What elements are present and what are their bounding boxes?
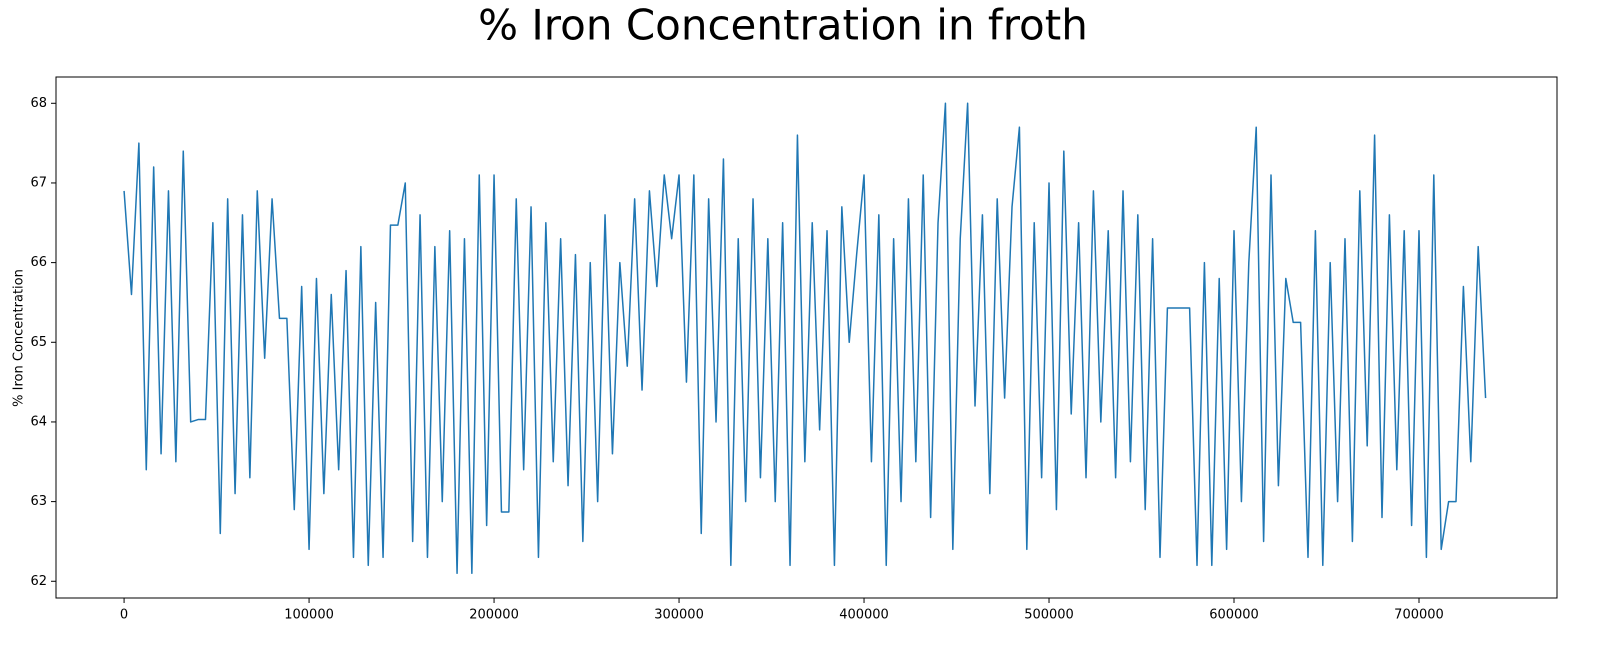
x-tick-label: 200000 [469, 608, 519, 623]
y-tick-label: 64 [30, 414, 47, 429]
y-tick-label: 66 [30, 255, 47, 270]
y-tick-label: 67 [30, 175, 47, 190]
y-tick-label: 63 [30, 494, 47, 509]
y-axis-label: % Iron Concentration [12, 269, 27, 407]
plot-frame [55, 76, 1558, 599]
x-tick-label: 100000 [284, 608, 334, 623]
x-tick-label: 700000 [1394, 608, 1444, 623]
x-tick-label: 400000 [839, 608, 889, 623]
chart-title: % Iron Concentration in froth [478, 1, 1088, 50]
x-tick-label: 600000 [1209, 608, 1259, 623]
x-tick-label: 500000 [1024, 608, 1074, 623]
y-tick-label: 65 [30, 335, 47, 350]
y-tick-label: 62 [30, 574, 47, 589]
data-line [123, 102, 1487, 575]
y-tick-label: 68 [30, 96, 47, 111]
x-tick-label: 0 [120, 608, 128, 623]
x-tick-label: 300000 [654, 608, 704, 623]
